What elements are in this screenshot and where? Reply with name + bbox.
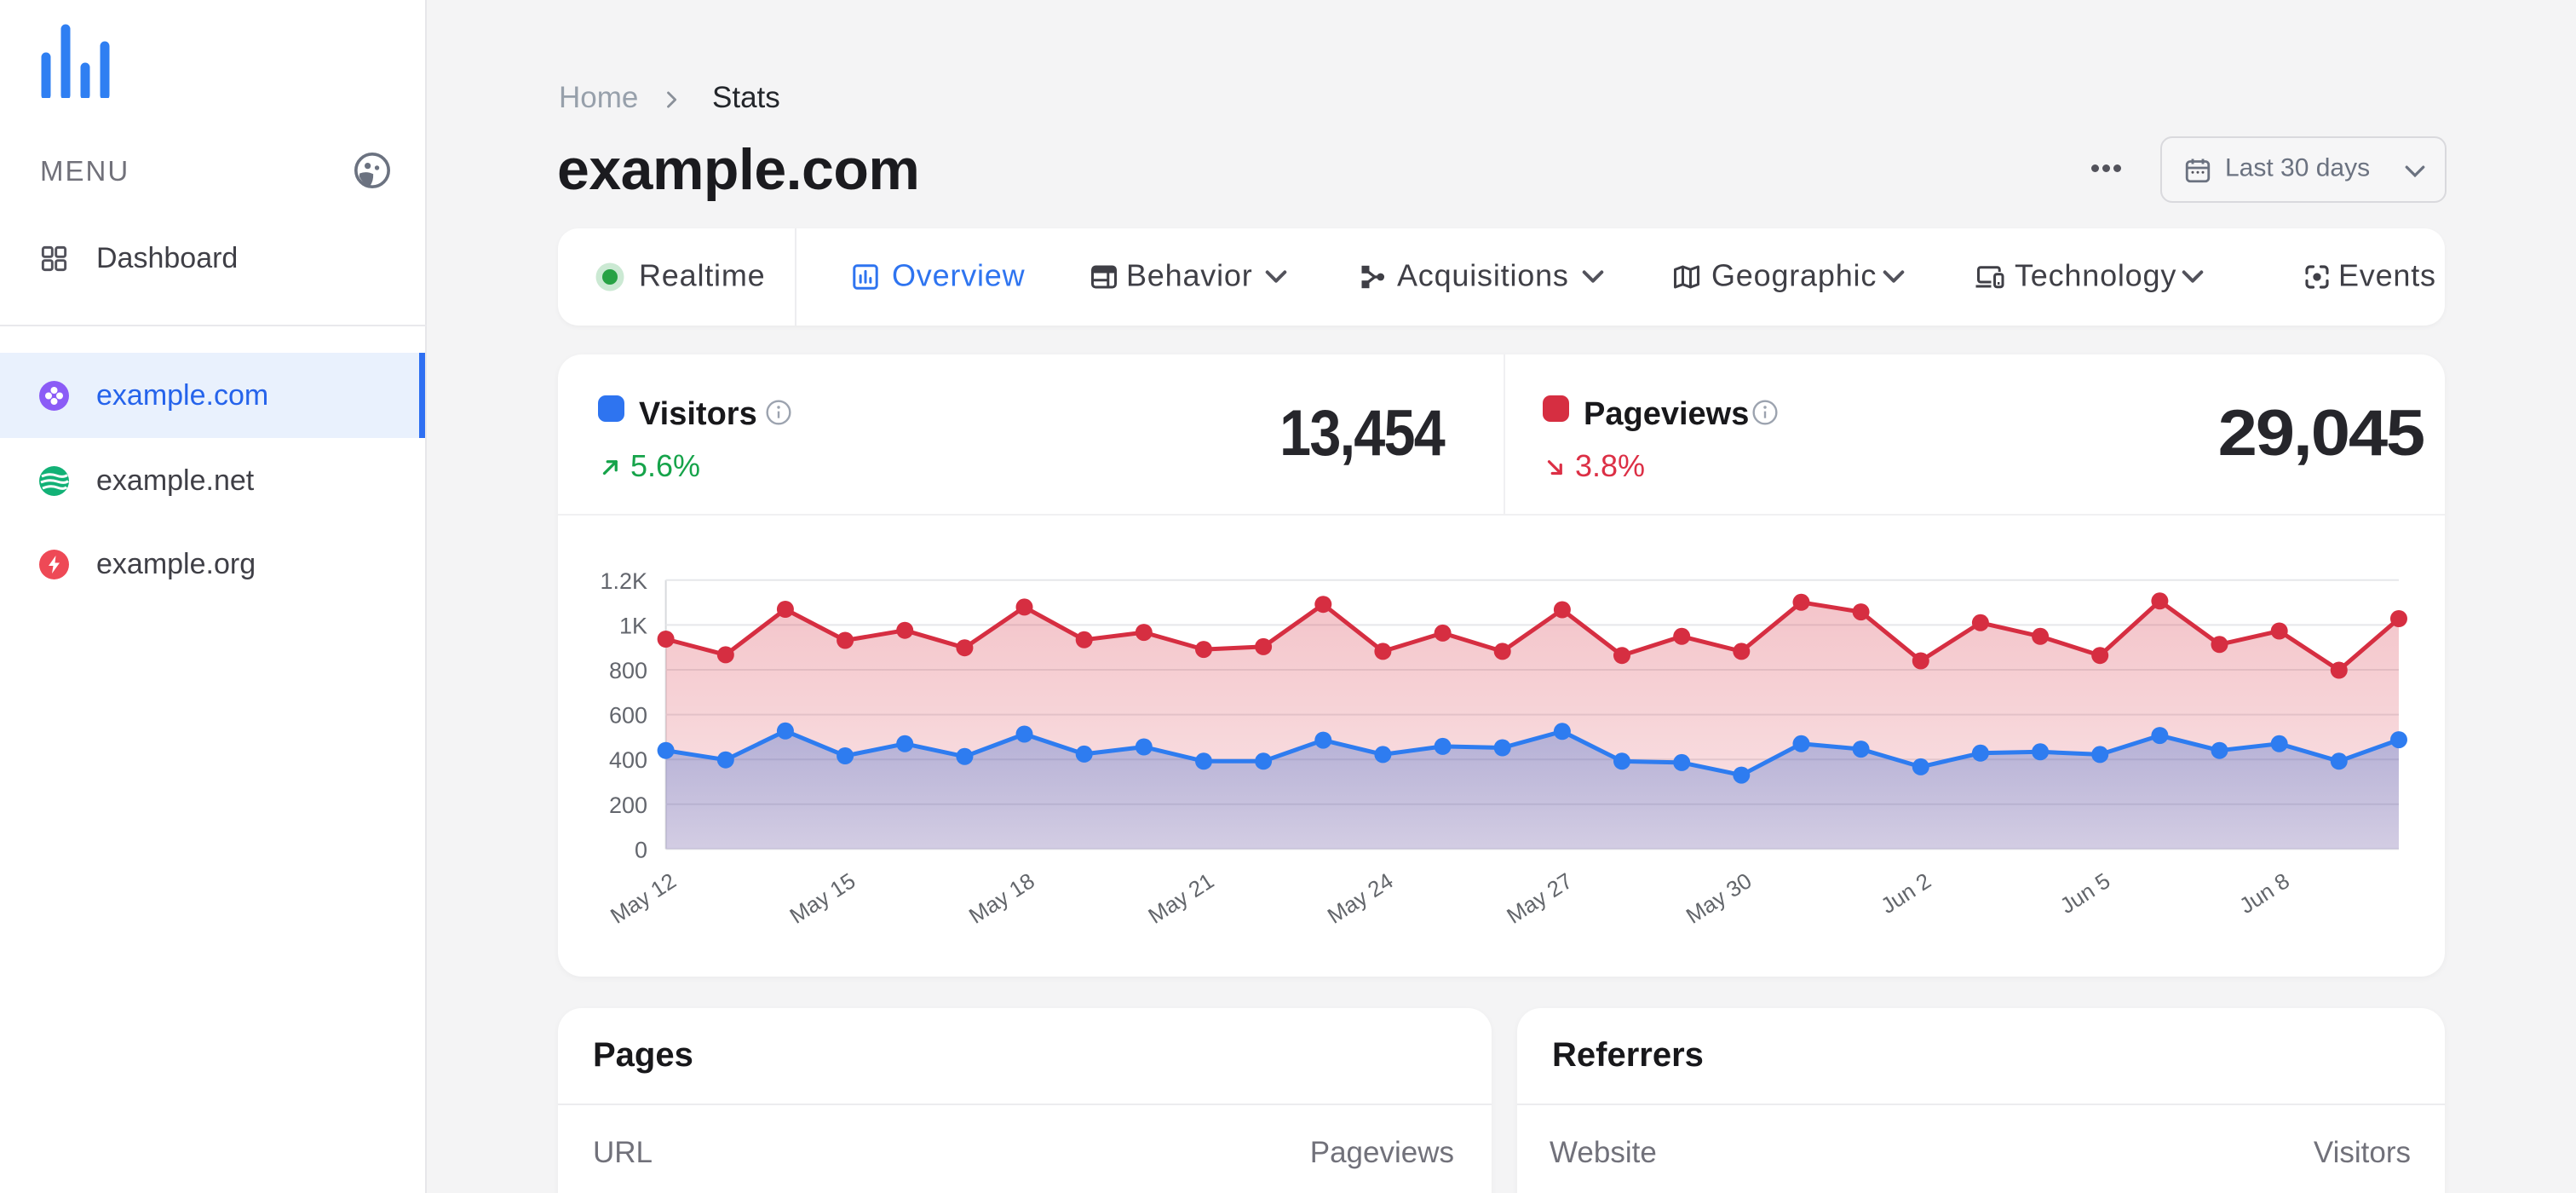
svg-text:0: 0 xyxy=(635,837,647,862)
svg-text:800: 800 xyxy=(609,658,647,683)
svg-text:1K: 1K xyxy=(619,613,647,638)
svg-text:1.2K: 1.2K xyxy=(601,568,648,594)
svg-text:May 27: May 27 xyxy=(1502,867,1577,929)
svg-text:Jun 8: Jun 8 xyxy=(2234,867,2294,919)
svg-text:400: 400 xyxy=(609,747,647,773)
svg-text:May 21: May 21 xyxy=(1143,867,1218,929)
svg-text:May 18: May 18 xyxy=(964,867,1039,929)
svg-text:May 12: May 12 xyxy=(606,867,681,929)
svg-text:600: 600 xyxy=(609,703,647,729)
svg-text:Jun 2: Jun 2 xyxy=(1876,867,1935,919)
svg-text:May 24: May 24 xyxy=(1323,867,1398,929)
svg-text:May 30: May 30 xyxy=(1682,867,1757,929)
svg-text:Jun 5: Jun 5 xyxy=(2056,867,2115,919)
svg-text:May 15: May 15 xyxy=(785,867,860,929)
svg-text:200: 200 xyxy=(609,792,647,818)
